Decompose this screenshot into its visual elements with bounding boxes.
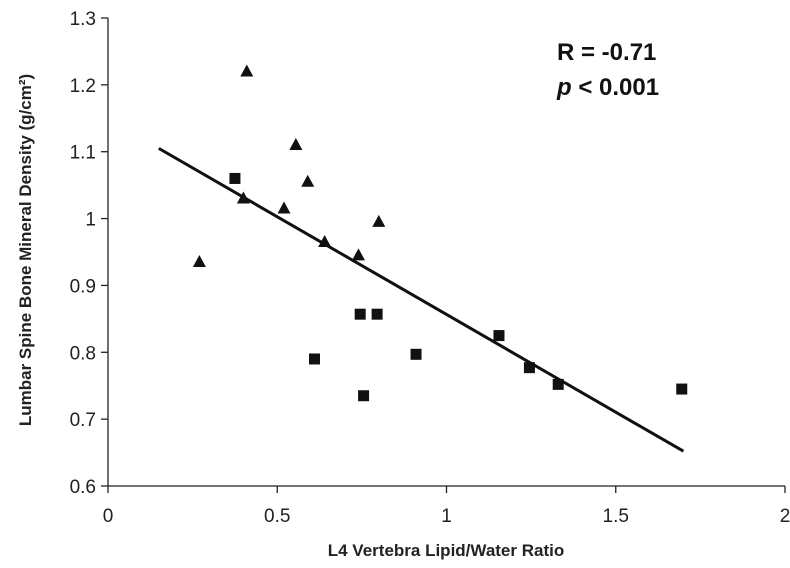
triangle-point — [301, 174, 315, 187]
square-point — [371, 308, 383, 320]
square-point — [354, 308, 366, 320]
p-value: < 0.001 — [572, 74, 659, 101]
x-axis-title: L4 Vertebra Lipid/Water Ratio — [328, 541, 564, 560]
y-axis-title: Lumbar Spine Bone Mineral Density (g/cm²… — [16, 74, 35, 426]
square-point — [410, 348, 422, 360]
square-point — [308, 353, 320, 365]
triangle-point — [236, 191, 250, 204]
square-point — [229, 172, 241, 184]
triangle-point — [240, 64, 254, 77]
data-points — [192, 64, 688, 402]
square-point — [676, 383, 688, 395]
axes — [107, 18, 785, 487]
p-symbol: p — [556, 74, 572, 101]
y-tick-label: 1 — [85, 210, 96, 231]
y-tick-label: 1.1 — [70, 143, 96, 164]
y-tick-label: 0.9 — [70, 276, 96, 297]
triangle-point — [289, 138, 303, 151]
y-tick-label: 0.6 — [70, 477, 96, 498]
y-ticks: 0.6 0.7 0.8 0.9 1 1.1 1.2 1.3 — [70, 9, 108, 498]
y-tick-label: 1.2 — [70, 76, 96, 97]
r-annotation: R = -0.71 — [557, 39, 656, 66]
triangle-point — [318, 234, 332, 247]
x-tick-label: 1.5 — [603, 506, 629, 527]
triangle-point — [372, 214, 386, 227]
square-point — [523, 362, 535, 374]
square-point — [552, 378, 564, 390]
triangle-point — [351, 248, 365, 261]
x-tick-label: 0 — [103, 506, 114, 527]
square-point — [493, 330, 505, 342]
x-ticks: 0 0.5 1 1.5 2 — [103, 486, 790, 527]
square-point — [358, 390, 370, 402]
trendline — [158, 147, 685, 453]
p-annotation: p < 0.001 — [556, 74, 659, 101]
x-tick-label: 1 — [441, 506, 452, 527]
x-tick-label: 2 — [780, 506, 790, 527]
y-tick-label: 1.3 — [70, 9, 96, 30]
y-tick-label: 0.8 — [70, 343, 96, 364]
triangle-point — [277, 201, 291, 214]
x-tick-label: 0.5 — [264, 506, 290, 527]
trendline-group — [158, 147, 685, 453]
y-tick-label: 0.7 — [70, 410, 96, 431]
triangle-point — [192, 255, 206, 268]
